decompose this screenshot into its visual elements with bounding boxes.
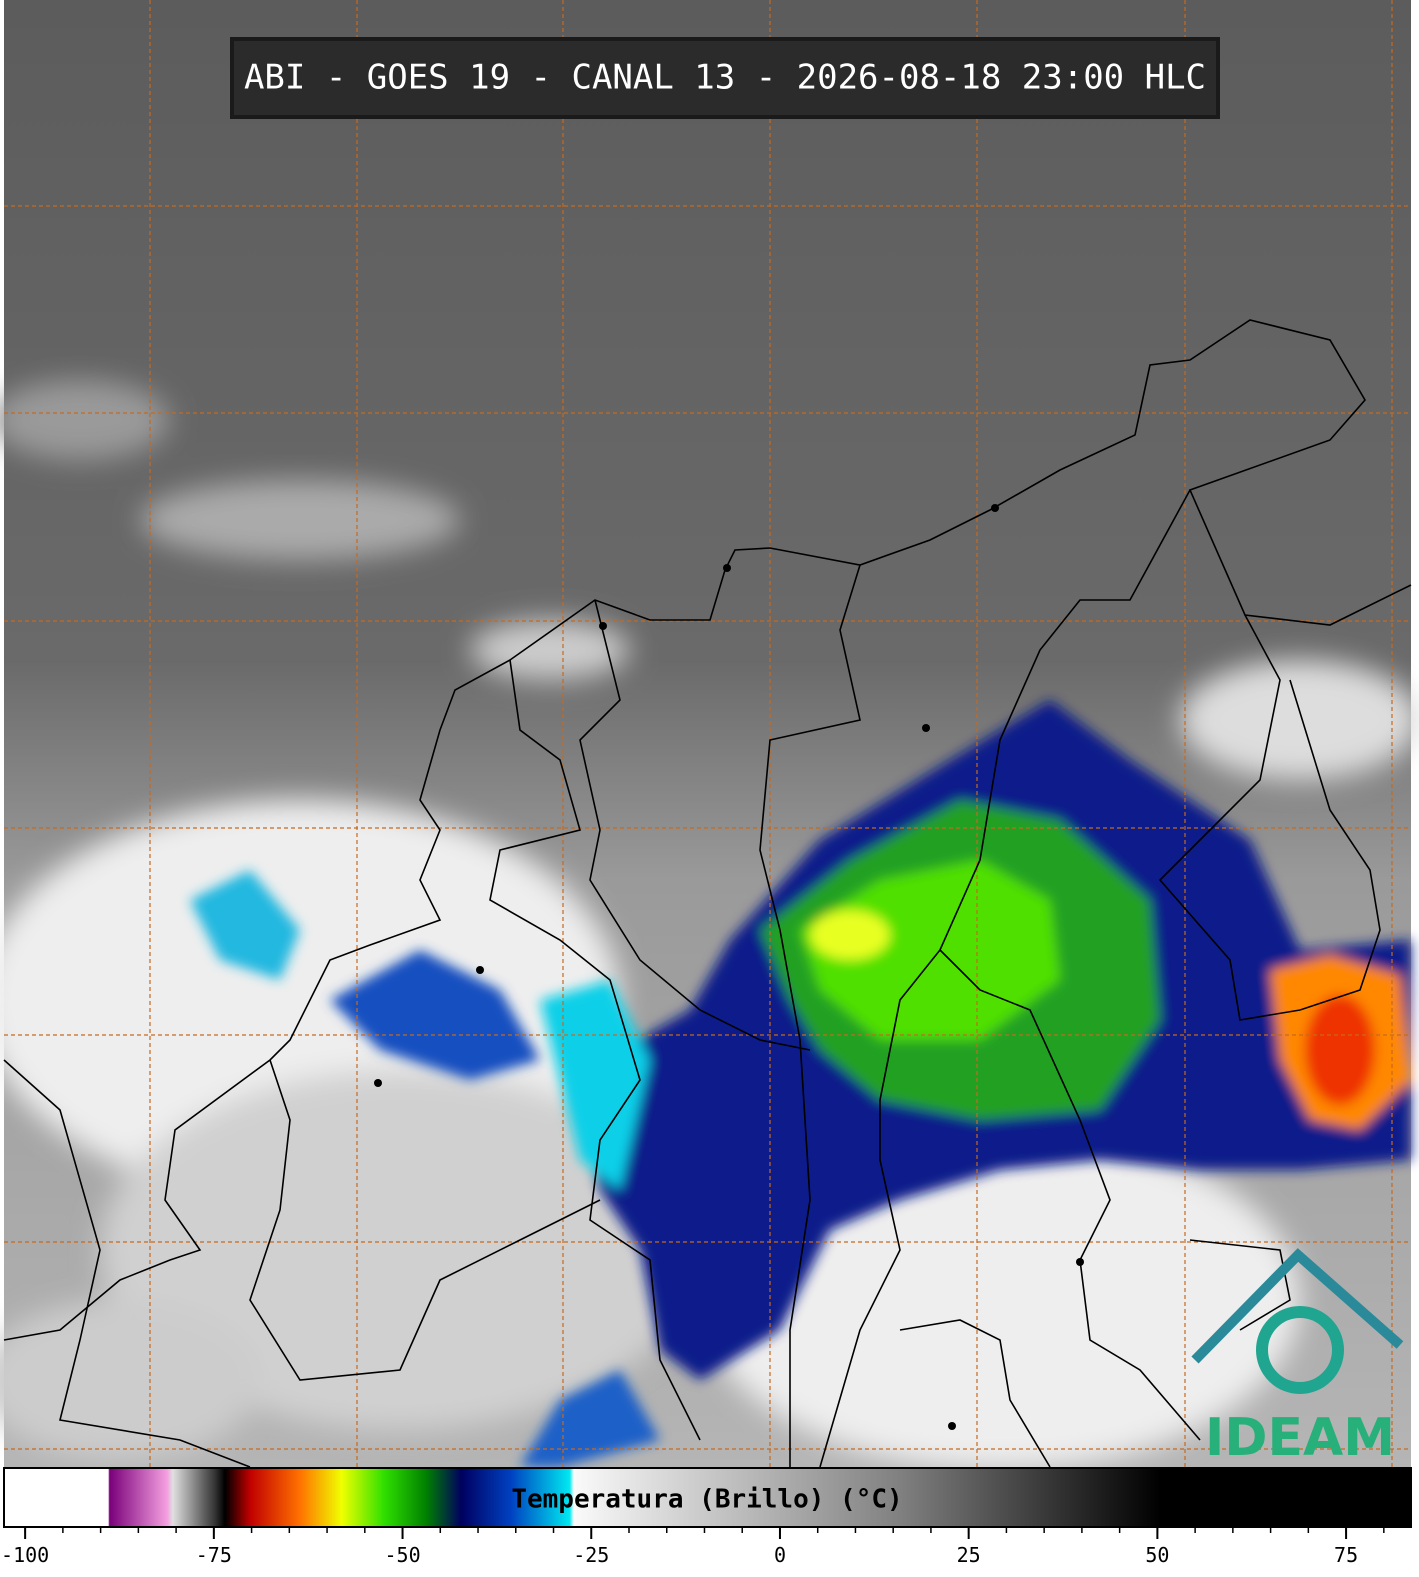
tick-label: 0: [774, 1543, 786, 1567]
lat-lon-grid: [4, 0, 1411, 1467]
tick-label: -100: [1, 1543, 49, 1567]
title-box: [230, 37, 1220, 119]
boundaries: [3, 319, 1412, 1468]
tick-label: 75: [1334, 1543, 1358, 1567]
colorbar: Temperatura (Brillo) (°C) -100 -75 -50 -25 0…: [1, 1467, 1412, 1567]
convection: [190, 700, 1411, 1467]
ideam-logo: IDEAM: [1191, 1248, 1404, 1468]
tick-label: -25: [573, 1543, 609, 1567]
tick-label: -75: [196, 1543, 232, 1567]
city-markers: [374, 504, 1084, 1430]
satellite-image: IDEAM ABI - GOES 19 - CANAL 13 - 2026-08…: [0, 0, 1419, 1470]
tick-label: 25: [957, 1543, 981, 1567]
logo-text: IDEAM: [1205, 1408, 1395, 1468]
clouds: [0, 380, 1419, 1470]
tick-label: 50: [1145, 1543, 1169, 1567]
tick-label: -50: [384, 1543, 420, 1567]
title: ABI - GOES 19 - CANAL 13 - 2026-08-18 23…: [244, 58, 1206, 98]
colorbar-label: Temperatura (Brillo) (°C): [511, 1485, 902, 1515]
